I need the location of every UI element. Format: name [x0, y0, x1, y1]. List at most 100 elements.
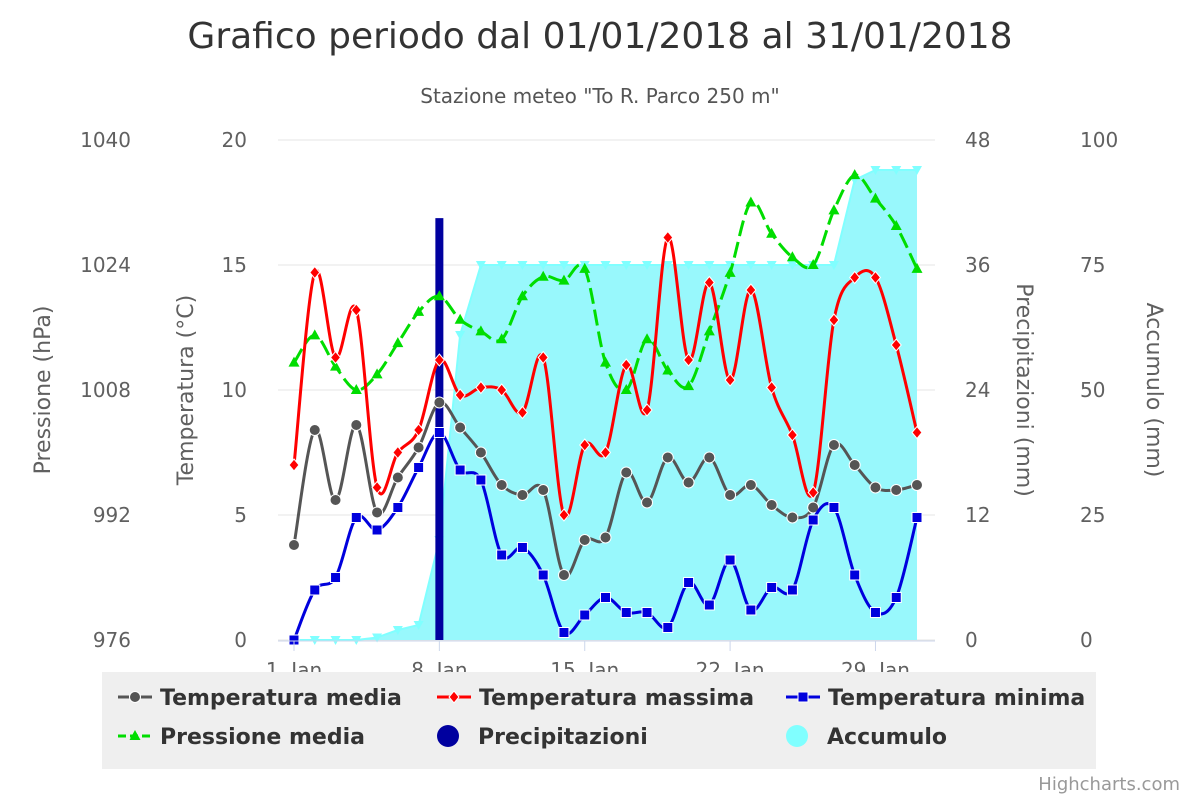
pmed-point[interactable] [703, 325, 715, 336]
tmed-point[interactable] [454, 421, 467, 434]
pmed-point[interactable] [558, 274, 570, 285]
tmin-point[interactable] [433, 427, 445, 438]
pmed-point[interactable] [911, 262, 923, 273]
tmed-point[interactable] [744, 479, 757, 491]
tmed-point[interactable] [848, 459, 861, 471]
tmin-point[interactable] [786, 584, 798, 596]
accumulo-point[interactable] [870, 166, 881, 175]
tmax-point[interactable] [662, 230, 674, 245]
accumulo-point[interactable] [392, 626, 403, 635]
tmax-point[interactable] [329, 350, 342, 365]
accumulo-point[interactable] [787, 261, 798, 270]
tmed-point[interactable] [682, 476, 695, 489]
tmin-point[interactable] [890, 592, 902, 603]
pmed-point[interactable] [869, 192, 881, 203]
tmed-point[interactable] [474, 446, 487, 459]
tmin-point[interactable] [392, 502, 404, 513]
tmax-point[interactable] [309, 265, 321, 280]
tmin-point[interactable] [516, 542, 528, 553]
legend-item-tmax[interactable]: Temperatura massima [437, 686, 754, 711]
accumulo-point[interactable] [704, 261, 715, 270]
accumulo-point[interactable] [517, 261, 528, 270]
accumulo-point[interactable] [642, 261, 653, 270]
accumulo-point[interactable] [766, 261, 777, 270]
pmed-point[interactable] [828, 204, 840, 215]
tmed-point[interactable] [661, 451, 674, 464]
tmin-point[interactable] [683, 577, 695, 588]
pmed-point[interactable] [724, 266, 736, 277]
tmed-point[interactable] [412, 441, 425, 454]
accumulo-point[interactable] [621, 261, 632, 270]
tmed-point[interactable] [869, 481, 882, 494]
pmed-point[interactable] [620, 384, 632, 394]
credits-link[interactable]: Highcharts.com [1038, 774, 1180, 795]
accumulo-point[interactable] [413, 621, 424, 630]
tmax-point[interactable] [288, 458, 300, 472]
tmin-point[interactable] [745, 604, 757, 616]
pmed-point[interactable] [350, 384, 362, 394]
tmin-point[interactable] [911, 512, 923, 523]
accumulo-point[interactable] [496, 261, 507, 270]
tmin-point[interactable] [600, 592, 611, 603]
tmax-point[interactable] [641, 403, 653, 417]
tmin-point[interactable] [330, 572, 342, 583]
tmed-point[interactable] [495, 479, 508, 491]
tmax-point[interactable] [911, 425, 923, 440]
tmin-point[interactable] [496, 549, 508, 561]
tmax-point[interactable] [703, 275, 715, 290]
accumulo-point[interactable] [558, 261, 569, 270]
tmax-point[interactable] [496, 383, 508, 397]
pmed-point[interactable] [641, 333, 653, 344]
accumulo-point[interactable] [662, 261, 673, 270]
tmax-point[interactable] [849, 270, 861, 285]
tmed-point[interactable] [620, 466, 633, 479]
tmed-point[interactable] [890, 484, 903, 496]
accumulo-point[interactable] [745, 261, 756, 270]
tmax-point[interactable] [475, 380, 487, 395]
tmed-point[interactable] [724, 489, 737, 501]
tmin-point[interactable] [620, 607, 632, 618]
tmed-point[interactable] [911, 479, 923, 491]
tmax-point[interactable] [745, 283, 757, 297]
tmin-point[interactable] [371, 524, 383, 536]
legend-item-tmed[interactable]: Temperatura media [118, 686, 402, 711]
tmin-point[interactable] [641, 607, 653, 618]
tmed-point[interactable] [641, 496, 654, 509]
tmed-point[interactable] [827, 439, 840, 451]
accumulo-point[interactable] [475, 261, 486, 270]
tmin-point[interactable] [350, 512, 362, 523]
pmed-point[interactable] [849, 169, 861, 180]
tmed-point[interactable] [703, 451, 716, 464]
tmed-point[interactable] [371, 506, 384, 519]
tmin-point[interactable] [662, 622, 674, 633]
tmax-point[interactable] [433, 353, 446, 367]
tmax-point[interactable] [516, 405, 529, 420]
pmed-point[interactable] [392, 337, 404, 348]
tmed-point[interactable] [807, 501, 820, 514]
tmin-point[interactable] [724, 554, 736, 566]
accumulo-point[interactable] [538, 261, 549, 270]
pmed-point[interactable] [454, 313, 466, 324]
tmin-point[interactable] [849, 569, 861, 581]
tmed-point[interactable] [391, 471, 404, 484]
tmin-point[interactable] [579, 609, 591, 621]
pmed-point[interactable] [537, 270, 549, 281]
tmin-point[interactable] [454, 464, 466, 476]
tmed-point[interactable] [557, 569, 570, 581]
pmed-point[interactable] [890, 219, 902, 230]
pmed-point[interactable] [516, 290, 528, 301]
tmed-point[interactable] [288, 539, 300, 551]
tmed-point[interactable] [433, 396, 446, 409]
tmin-point[interactable] [475, 474, 487, 486]
legend-item-acc[interactable]: Accumulo [786, 725, 947, 750]
tmax-point[interactable] [412, 423, 425, 437]
accumulo-point[interactable] [828, 261, 839, 270]
tmin-point[interactable] [828, 502, 840, 513]
tmin-point[interactable] [413, 462, 425, 473]
pmed-point[interactable] [330, 360, 342, 371]
tmax-point[interactable] [350, 303, 362, 317]
tmin-point[interactable] [869, 607, 881, 618]
pmed-point[interactable] [496, 333, 508, 344]
legend-item-pmed[interactable]: Pressione media [118, 725, 365, 750]
pmed-point[interactable] [600, 356, 611, 367]
